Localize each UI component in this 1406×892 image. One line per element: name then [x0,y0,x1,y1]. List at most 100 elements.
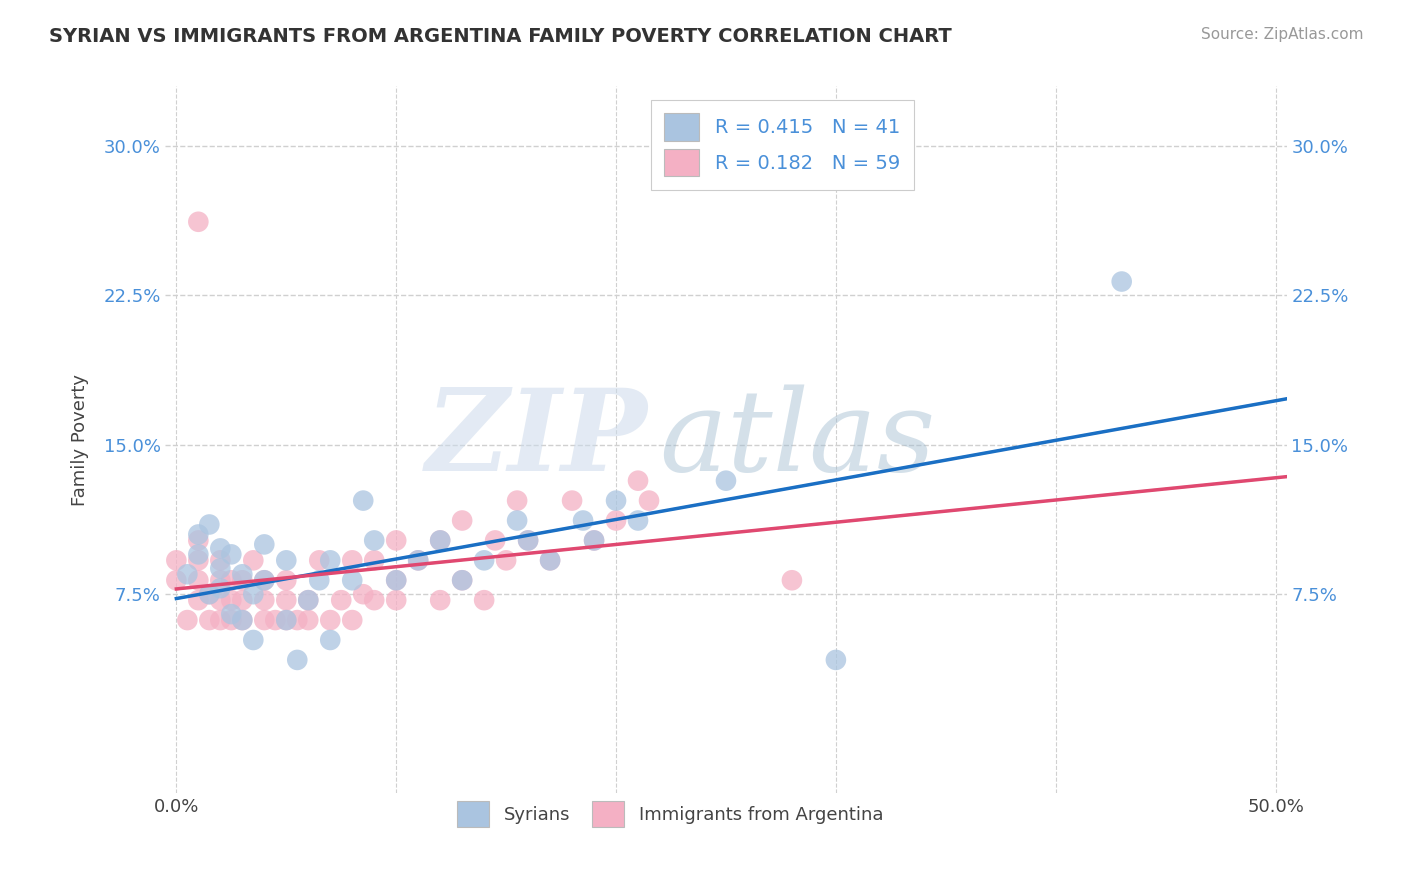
Point [253,574,276,588]
Point [187,574,209,588]
Point [198,517,221,532]
Point [209,561,232,575]
Point [472,553,495,567]
Point [221,574,243,588]
Point [429,533,451,548]
Point [221,613,243,627]
Point [538,553,561,567]
Point [484,533,506,548]
Point [187,533,209,548]
Y-axis label: Family Poverty: Family Poverty [72,374,89,506]
Point [187,553,209,567]
Point [276,574,298,588]
Point [352,493,374,508]
Point [363,593,385,607]
Point [209,574,232,588]
Text: atlas: atlas [658,384,935,495]
Point [253,574,276,588]
Point [605,514,627,528]
Point [825,653,848,667]
Point [285,613,308,627]
Point [285,653,308,667]
Point [276,613,298,627]
Point [221,607,243,621]
Point [165,553,187,567]
Point [242,587,264,601]
Point [517,533,540,548]
Point [253,613,276,627]
Point [385,574,408,588]
Point [221,547,243,561]
Point [253,537,276,551]
Point [242,553,264,567]
Point [308,553,330,567]
Point [583,533,606,548]
Point [297,593,319,607]
Point [264,613,287,627]
Point [209,593,232,607]
Point [561,493,583,508]
Point [780,574,803,588]
Point [198,587,221,601]
Point [385,574,408,588]
Point [319,553,342,567]
Point [638,493,661,508]
Point [385,593,408,607]
Point [198,587,221,601]
Legend: Syrians, Immigrants from Argentina: Syrians, Immigrants from Argentina [450,794,890,834]
Point [231,567,253,582]
Point [342,574,364,588]
Point [451,574,474,588]
Point [297,613,319,627]
Point [506,493,529,508]
Point [187,593,209,607]
Point [363,553,385,567]
Point [330,593,353,607]
Point [231,613,253,627]
Point [517,533,540,548]
Point [176,613,198,627]
Point [583,533,606,548]
Point [319,613,342,627]
Point [451,514,474,528]
Point [406,553,429,567]
Point [187,527,209,541]
Point [231,574,253,588]
Point [187,215,209,229]
Point [187,547,209,561]
Text: SYRIAN VS IMMIGRANTS FROM ARGENTINA FAMILY POVERTY CORRELATION CHART: SYRIAN VS IMMIGRANTS FROM ARGENTINA FAMI… [49,27,952,45]
Point [342,553,364,567]
Point [276,593,298,607]
Point [572,514,595,528]
Point [352,587,374,601]
Point [209,613,232,627]
Point [627,514,650,528]
Text: ZIP: ZIP [426,384,648,495]
Point [209,581,232,595]
Point [1111,275,1133,289]
Point [231,613,253,627]
Point [627,474,650,488]
Point [319,632,342,647]
Point [451,574,474,588]
Point [538,553,561,567]
Point [385,533,408,548]
Point [276,613,298,627]
Point [209,541,232,556]
Point [231,593,253,607]
Point [176,567,198,582]
Point [342,613,364,627]
Point [472,593,495,607]
Point [253,593,276,607]
Point [165,574,187,588]
Point [242,632,264,647]
Point [506,514,529,528]
Point [363,533,385,548]
Point [495,553,517,567]
Point [406,553,429,567]
Point [429,593,451,607]
Point [605,493,627,508]
Point [308,574,330,588]
Point [276,553,298,567]
Text: Source: ZipAtlas.com: Source: ZipAtlas.com [1201,27,1364,42]
